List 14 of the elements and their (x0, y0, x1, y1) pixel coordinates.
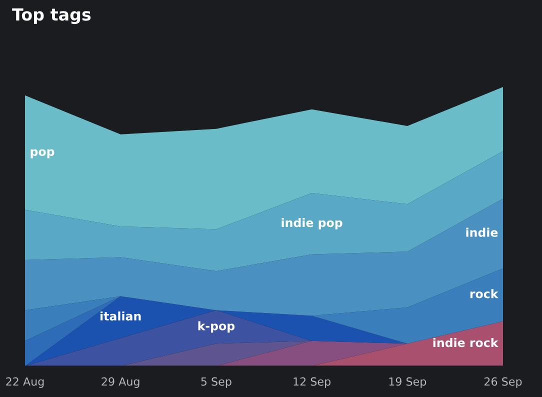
x-tick-label: 29 Aug (102, 377, 140, 388)
series-label: indie rock (433, 338, 498, 348)
series-label: italian (100, 311, 141, 321)
series-label: indie (466, 228, 498, 237)
series-label: rock (470, 289, 498, 298)
series-label: k-pop (198, 321, 235, 333)
chart-title: Top tags (12, 8, 91, 24)
x-tick-label: 26 Sep (484, 377, 522, 388)
x-tick-label: 12 Sep (294, 377, 330, 388)
x-tick-label: 19 Sep (389, 377, 426, 388)
x-tick-label: 5 Sep (201, 377, 232, 388)
series-label: pop (30, 149, 54, 158)
series-label: indie pop (282, 218, 342, 230)
x-tick-label: 22 Aug (6, 377, 44, 388)
